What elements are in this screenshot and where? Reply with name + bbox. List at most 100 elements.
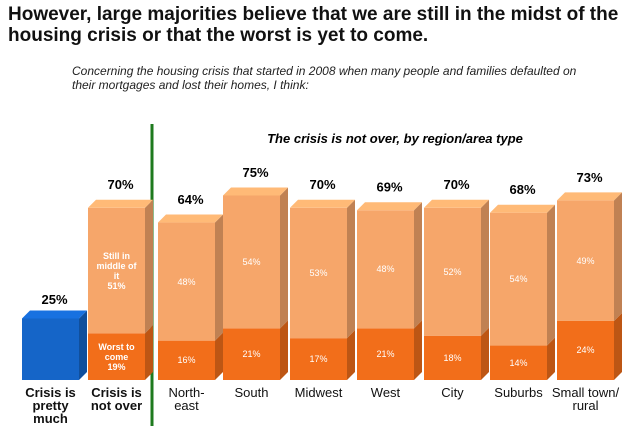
total-label: 64% [177,192,203,207]
bar-top [490,204,555,213]
bar-side [215,332,223,380]
value-label: 53% [309,267,328,278]
value-label: 48% [177,276,196,287]
bar-top [88,199,153,208]
bar-segment [223,195,280,329]
bar-segment [557,200,614,321]
bar-top [223,187,288,196]
bar-side [547,204,555,346]
bar-segment [490,212,547,346]
bar-segment [158,340,215,380]
segment-label: 18% [431,353,475,363]
segment-label: Still in middle of it 51% [95,251,139,291]
segment-label: Worst to come 19% [95,342,139,372]
bar-segment [424,335,481,380]
bar-segment [88,207,145,334]
bar-segment [88,333,145,380]
bar-segment [290,207,347,339]
bar-segment [223,328,280,380]
x-tick-label: South [234,385,269,400]
total-label: 75% [242,165,268,180]
segment-label: 48% [364,264,408,274]
segment-label: 24% [564,345,608,355]
bar-side [145,325,153,380]
value-label: 24% [576,345,595,356]
bar-top [158,214,223,223]
bar-side [280,187,288,329]
bar-side [347,199,355,339]
value-label: 16% [177,355,196,366]
x-tick-label: West [370,385,401,400]
chart-title: However, large majorities believe that w… [8,4,619,46]
subtitle: Concerning the housing crisis that start… [72,64,577,92]
bar-side [414,202,422,329]
bar-side [614,192,622,321]
value-label: 17% [309,354,328,365]
bar-segment [357,328,414,380]
value-label: 48% [376,264,395,275]
bar-side [481,327,489,380]
value-label: 52% [443,266,462,277]
bar-segment [490,345,547,380]
x-tick-label: North-east [168,385,205,413]
x-tick-label: City [441,385,464,400]
value-label: 14% [509,357,528,368]
total-label: 70% [107,177,133,192]
total-label: 73% [576,170,602,185]
bar-side [414,320,422,380]
x-tick-label: Midwest [294,385,343,400]
segment-label: 21% [364,349,408,359]
x-tick-label: Small town/ rural [551,385,620,413]
value-label: 54% [509,274,528,285]
bar-top [290,199,355,208]
total-label: 70% [309,177,335,192]
bar-segment [557,320,614,380]
x-tick-label: Crisis is pretty much over [25,385,76,426]
value-label: 54% [242,256,261,267]
bar-segment [22,318,79,380]
total-label: 70% [443,177,469,192]
value-label: 51% [107,280,126,291]
bar-top [424,199,489,208]
bar-side [347,330,355,380]
x-tick-label: Suburbs [494,385,543,400]
segment-label: 54% [497,274,541,284]
bar-top [22,310,87,319]
segment-label: 14% [497,358,541,368]
series-name: Still in middle of it [96,250,137,281]
bar-top [557,192,622,201]
bar-side [79,310,87,380]
segment-label: 53% [297,268,341,278]
value-label: 25% [41,292,67,307]
annotation: The crisis is not over, by region/area t… [267,131,523,146]
bar-side [614,312,622,380]
segment-label: 52% [431,267,475,277]
segment-label: 17% [297,354,341,364]
bar-segment [424,207,481,336]
bar-segment [290,338,347,380]
segment-label: 49% [564,256,608,266]
segment-label: 21% [230,349,274,359]
segment-label: 54% [230,257,274,267]
total-label: 68% [509,182,535,197]
x-tick-label: Crisis is not over [90,385,143,413]
bar-side [145,199,153,334]
bar-side [280,320,288,380]
value-label: 21% [376,349,395,360]
segment-label: 16% [165,355,209,365]
bar-side [481,199,489,336]
value-label: 18% [443,352,462,363]
total-label: 69% [376,180,402,195]
segment-label: 48% [165,277,209,287]
bar-side [215,214,223,341]
bar-segment [158,222,215,341]
bar-top [357,202,422,211]
value-label: 21% [242,349,261,360]
bar-segment [357,210,414,329]
bar-side [547,337,555,380]
series-name: Worst to come [98,341,135,362]
value-label: 19% [107,361,126,372]
value-label: 49% [576,255,595,266]
